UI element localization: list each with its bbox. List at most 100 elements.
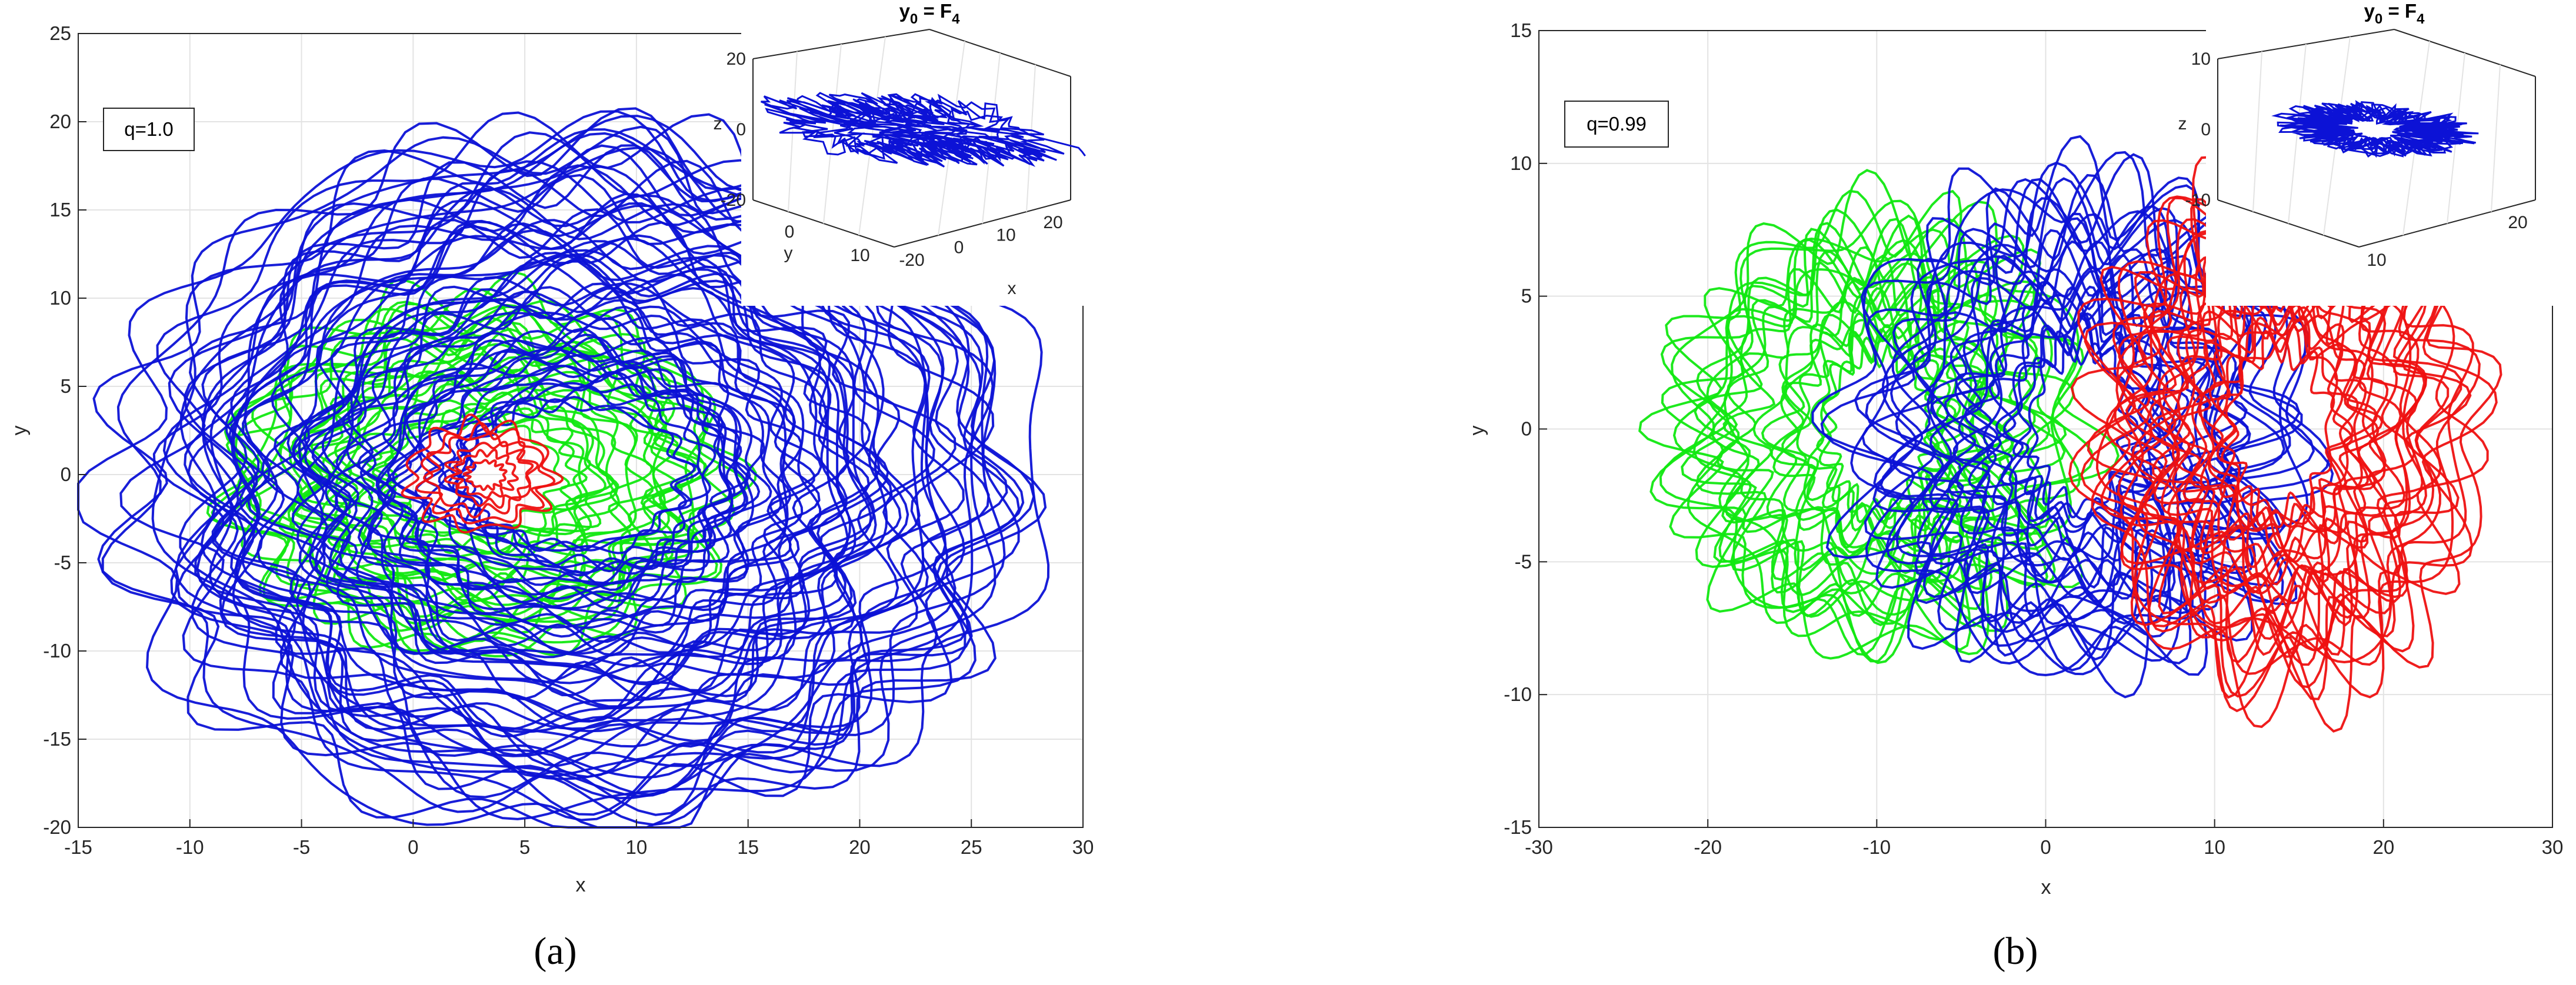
trajectory-blue	[418, 354, 734, 586]
inset-z-label: z	[2178, 114, 2187, 133]
trajectory-blue	[375, 312, 815, 629]
trajectory-blue	[1873, 177, 2285, 643]
trajectory-green	[1659, 199, 2085, 665]
inset-x-tick: 20	[1043, 213, 1062, 232]
trajectory-blue	[1892, 217, 2241, 625]
trajectory-blue	[292, 251, 875, 684]
q-box-a	[103, 108, 195, 151]
inset-grid-line	[1026, 64, 1036, 212]
trajectory-blue	[247, 221, 902, 723]
plot-frame-a	[78, 33, 1084, 828]
x-tick-label: -20	[1694, 836, 1722, 858]
trajectory-blue	[286, 254, 857, 708]
x-tick-label: -10	[176, 836, 204, 858]
inset-x-label: x	[1008, 279, 1017, 298]
inset-grid-line	[858, 36, 886, 236]
panel-a: -15 -10 -5 0 5 10 15 20 25 30 -20-15-10-505101520…	[8, 0, 1112, 973]
y-tick-label: 10	[49, 287, 71, 309]
y-tick-label: 5	[61, 375, 71, 397]
inset-grid-line	[788, 51, 798, 212]
inset-z-tick: -20	[721, 191, 746, 210]
x-tick-label: -15	[64, 836, 92, 858]
x-ticks-a: -15 -10 -5 0 5 10 15 20 25 30	[64, 819, 1094, 858]
x-tick-label: 5	[519, 836, 530, 858]
inset-title-eq: = F	[918, 0, 952, 22]
y-axis-label-b: y	[1466, 426, 1488, 436]
inset-title-sub2: 4	[952, 11, 960, 27]
inset-title: y0 = F4	[899, 0, 961, 27]
y-tick-label: -10	[1504, 683, 1532, 705]
trajectory-red	[2190, 290, 2384, 568]
trajectory-red	[2220, 325, 2353, 528]
trajectory-blue	[377, 346, 751, 600]
x-tick-label: -5	[293, 836, 310, 858]
x-tick-label: 20	[2372, 836, 2394, 858]
inset-z-label: z	[714, 114, 722, 133]
x-tick-label: -10	[1862, 836, 1891, 858]
trajectory-green	[331, 383, 606, 556]
inset-trajectory	[2271, 100, 2479, 158]
trajectory-blue	[298, 276, 850, 683]
trajectory-red	[401, 413, 564, 534]
inset-z-tick: 20	[727, 49, 746, 69]
inset-x-tick: 0	[954, 238, 964, 258]
panel-caption-a: (a)	[534, 930, 576, 973]
inset-title-y: y	[2364, 0, 2375, 22]
inset-y-tick: 0	[785, 222, 795, 242]
x-tick-label: 15	[737, 836, 759, 858]
trajectory-blue	[335, 311, 802, 656]
y-tick-label: -15	[1504, 816, 1532, 838]
inset-background	[2206, 24, 2576, 306]
trajectory-blue	[386, 333, 748, 602]
q-value-b: q=0.99	[1587, 113, 1647, 135]
trajectory-blue	[414, 365, 742, 592]
trajectory-green	[206, 287, 735, 657]
trajectory-green	[1816, 334, 1940, 523]
inset-y-tick: 10	[850, 246, 869, 265]
q-box-b	[1564, 101, 1669, 148]
trajectory-blue	[1895, 197, 2291, 625]
x-tick-label: 30	[2542, 836, 2564, 858]
trajectory-red	[444, 440, 534, 509]
inset-z-tick: 10	[2191, 49, 2211, 69]
inset-x-tick: 10	[2367, 251, 2386, 270]
q-value-a: q=1.0	[124, 118, 174, 140]
inset-title: y0 = F4	[2364, 0, 2425, 27]
curves-b	[1638, 135, 2502, 733]
inset-z-tick: 0	[736, 120, 746, 139]
trajectory-green	[1781, 316, 1961, 558]
trajectory-blue	[1811, 135, 2315, 677]
trajectory-blue	[214, 208, 893, 730]
trajectory-blue	[304, 261, 848, 667]
inset-grid-line	[2252, 51, 2262, 212]
y-tick-label: 25	[49, 22, 71, 44]
x-tick-label: 10	[2204, 836, 2225, 858]
inset-x-tick: 20	[2508, 213, 2527, 232]
inset-grid-line	[2491, 64, 2501, 212]
x-axis-label-a: x	[576, 874, 586, 896]
y-tick-label: 0	[61, 463, 71, 485]
trajectory-blue	[321, 253, 872, 686]
inset-title-eq: = F	[2382, 0, 2417, 22]
y-tick-label: -20	[43, 816, 71, 838]
y-tick-label: -15	[43, 728, 71, 750]
trajectory-blue	[296, 260, 870, 685]
y-tick-label: 5	[1521, 285, 1532, 307]
trajectory-red	[462, 459, 508, 492]
x-axis-label-b: x	[2041, 876, 2051, 899]
y-ticks-b: -15 -10 -5 0 5 10 15	[1504, 19, 1547, 838]
trajectory-blue	[92, 125, 948, 816]
trajectory-blue	[232, 221, 889, 738]
x-tick-label: 30	[1072, 836, 1094, 858]
x-tick-label: 20	[849, 836, 871, 858]
y-axis-label-a: y	[8, 426, 31, 436]
trajectory-blue	[455, 398, 696, 552]
trajectory-blue	[324, 286, 822, 655]
trajectory-red	[422, 432, 539, 519]
y-ticks-a: -20 -15 -10 -5 0 5 10 15 20 25	[43, 22, 86, 838]
y-tick-label: -5	[1515, 550, 1532, 572]
panel-b: -30 -20 -10 0 10 20 30 -15 -10 -5 0 5 10 15 x y q=0.…	[1466, 0, 2576, 973]
